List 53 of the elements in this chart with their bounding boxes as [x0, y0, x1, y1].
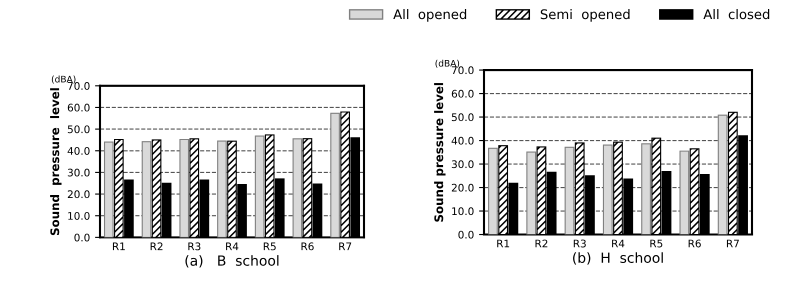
bar: [330, 112, 340, 238]
x-tick-label: R1: [112, 242, 125, 250]
y-tick-label: 50.0: [68, 125, 90, 134]
x-tick-label: R7: [726, 240, 739, 248]
x-tick-label: R2: [150, 242, 162, 250]
y-tick-label: 0.0: [74, 234, 90, 242]
bar: [564, 146, 574, 235]
y-axis-title: Sound pressure level: [50, 88, 62, 236]
y-tick-label: 20.0: [452, 184, 474, 192]
y-tick-label: 10.0: [68, 212, 90, 220]
x-tick-label: R5: [650, 240, 662, 248]
y-tick-label: 10.0: [452, 207, 474, 216]
y-tick-label: 50.0: [452, 113, 474, 122]
y-tick-label: 60.0: [68, 104, 90, 112]
bar: [679, 150, 690, 235]
bar: [488, 148, 498, 235]
x-axis-title: (a) B school: [185, 255, 278, 268]
bar: [104, 142, 114, 238]
y-tick-label: 0.0: [458, 230, 474, 239]
x-tick-label: R6: [302, 242, 314, 250]
text: (dBA): [52, 76, 76, 84]
x-tick-label: R4: [612, 240, 624, 248]
legend-label: Semi opened: [540, 9, 630, 22]
x-tick-label: R3: [574, 240, 586, 248]
text: (dBA): [436, 60, 460, 68]
y-tick-label: 30.0: [452, 160, 474, 168]
y-tick-label: 60.0: [452, 90, 474, 98]
legend-label: All opened: [393, 9, 466, 22]
y-tick-label: 40.0: [68, 146, 90, 155]
bar: [526, 152, 536, 235]
x-tick-label: R5: [264, 242, 276, 250]
x-axis-title: (b) H school: [573, 252, 663, 265]
x-tick-label: R3: [188, 242, 200, 250]
y-tick-label: 20.0: [68, 190, 90, 198]
bar: [254, 135, 264, 238]
y-tick-label: 40.0: [452, 136, 474, 145]
bar: [602, 144, 613, 235]
x-tick-label: R7: [339, 242, 352, 250]
y-tick-label: 30.0: [68, 168, 90, 177]
x-tick-label: R4: [226, 242, 238, 250]
y-tick-label: 70.0: [68, 82, 90, 90]
bar: [217, 140, 227, 238]
x-tick-label: R1: [497, 240, 510, 248]
bar: [292, 138, 302, 238]
bar: [179, 138, 190, 238]
x-tick-label: R2: [536, 240, 548, 248]
legend-label: All closed: [703, 9, 770, 20]
bar: [641, 143, 651, 235]
bar: [142, 141, 152, 238]
y-tick-label: 70.0: [452, 66, 474, 74]
y-axis-title: Sound pressure level: [434, 83, 446, 222]
bar: [718, 114, 728, 235]
x-tick-label: R6: [688, 240, 701, 248]
